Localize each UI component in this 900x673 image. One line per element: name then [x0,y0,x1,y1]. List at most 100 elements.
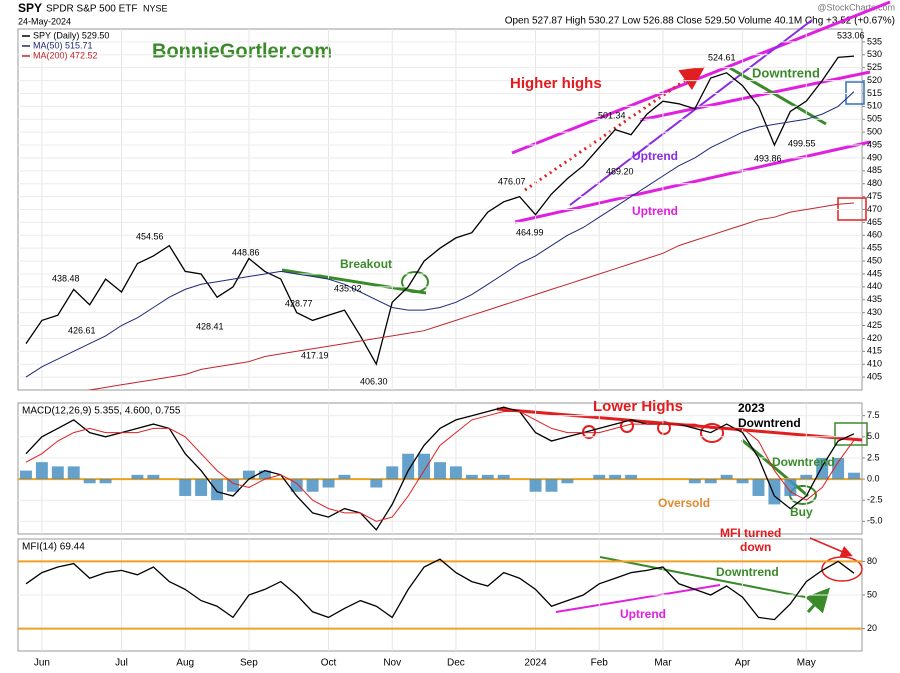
y-tick-label: 430 [867,307,882,317]
y-tick-label: 7.5 [867,410,880,420]
x-tick-label: May [797,658,816,669]
histogram-bar [465,474,478,480]
y-tick-label: 520 [867,75,882,85]
histogram-bar [35,462,48,480]
histogram-bar [242,470,255,480]
histogram-bar [338,474,351,480]
histogram-bar [195,479,208,496]
y-tick-label: 505 [867,114,882,124]
quote: Open 527.87 High 530.27 Low 526.88 Close… [505,16,895,27]
annotation: Higher highs [510,75,602,92]
histogram-bar [131,474,144,480]
y-tick-label: 0.0 [867,473,880,483]
plot-area [18,403,862,534]
histogram-bar [561,479,574,484]
panel-title: MACD(12,26,9) 5.355, 4.600, 0.755 [22,406,181,417]
histogram-bar [322,479,335,488]
annotation: 499.55 [788,138,816,148]
histogram-bar [800,474,813,480]
trend-line [599,556,806,598]
y-tick-label: 465 [867,217,882,227]
histogram-bar [211,479,224,501]
x-tick-label: Sep [240,658,258,669]
x-tick-label: Mar [654,658,672,669]
annotation: Downtrend [752,65,820,80]
histogram-bar [258,470,271,480]
histogram-bar [99,479,112,484]
histogram-bar [784,479,797,496]
trend-line [639,70,871,122]
y-tick-label: 5.0 [867,431,880,441]
x-tick-label: Dec [447,658,465,669]
symbol-name: SPDR S&P 500 ETF [46,4,138,15]
y-tick-label: 485 [867,165,882,175]
y-tick-label: 405 [867,371,882,381]
annotation: Lower Highs [593,398,683,415]
x-tick-label: Jul [115,658,128,669]
histogram-bar [147,474,160,480]
series-line [25,411,855,522]
histogram-bar [704,479,717,484]
histogram-bar [67,466,80,480]
y-tick-label: 495 [867,139,882,149]
exchange: NYSE [143,3,168,13]
y-tick-label: 455 [867,243,882,253]
histogram-bar [179,479,192,496]
annotation: 435.02 [334,283,362,293]
annotation: 476.07 [498,176,526,186]
x-tick-label: Apr [735,658,751,669]
histogram-bar [593,474,606,480]
symbol: SPY [18,1,42,15]
histogram-bar [545,479,558,492]
histogram-bar [832,457,845,480]
annotation: Downtrend [772,455,835,469]
annotation: 464.99 [516,227,544,237]
highlight [700,423,724,443]
plot-area [18,539,862,651]
histogram-bar [83,479,96,484]
annotation: MFI turned [720,526,781,540]
histogram-bar [51,466,64,480]
annotation: Downtrend [716,565,779,579]
plot-area [18,29,862,390]
watermark: BonnieGortler.com [152,40,332,62]
annotation: 524.61 [708,52,736,62]
histogram-bar [19,470,32,480]
y-tick-label: 530 [867,49,882,59]
histogram-bar [306,479,319,492]
y-tick-label: 480 [867,178,882,188]
trend-line [729,66,827,126]
histogram-bar [449,466,462,480]
annotation: 428.77 [285,298,313,308]
arrow [809,537,853,558]
x-tick-label: Jun [34,658,50,669]
macd-panel [17,402,863,535]
histogram-bar [402,453,415,480]
trend-line [555,584,721,613]
histogram-bar [848,472,861,480]
histogram-bar [434,462,446,480]
annotation: Buy [790,505,813,519]
histogram-bar [688,479,701,484]
x-tick-label: Aug [176,658,194,669]
y-tick-label: 445 [867,268,882,278]
y-tick-label: 80 [867,556,877,566]
y-tick-label: 2.5 [867,452,880,462]
histogram-bar [768,479,781,505]
y-tick-label: 415 [867,346,882,356]
y-tick-label: 475 [867,191,882,201]
y-tick-label: 470 [867,204,882,214]
annotation: 501.34 [598,110,626,120]
x-tick-label: Nov [383,658,401,669]
histogram-bar [625,474,638,480]
trend-line [514,140,871,224]
series-line [25,55,855,366]
y-tick-label: 440 [867,281,882,291]
histogram-bar [497,474,510,480]
annotation: Uptrend [620,607,666,621]
histogram-bar [752,479,765,496]
histogram-bar [529,479,542,492]
y-tick-label: 500 [867,127,882,137]
y-tick-label: 425 [867,320,882,330]
